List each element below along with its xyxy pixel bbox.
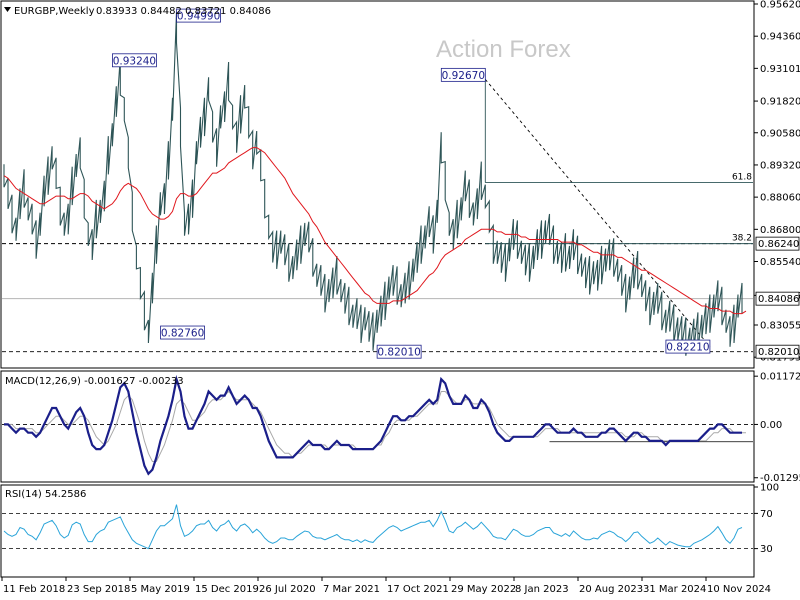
annotation-box [160,325,205,340]
annotation-label: 0.94990 [177,11,220,23]
annotation-label: 0.92670 [442,70,485,82]
watermark: Action Forex [436,36,571,63]
annotation-label: 0.82210 [666,342,709,354]
annotation-box [376,344,422,359]
rsi-tick-label: 30 [760,544,773,555]
rsi-tick-label: 100 [760,483,779,494]
price-badge-label: 0.86240 [758,239,799,250]
price-badge-label: 0.82010 [758,347,799,358]
annotation-box [112,53,157,68]
rsi-panel-frame [0,484,755,578]
price-axis: 0.95620 0.94360 0.93101 0.91820 0.90580 0.893… [754,0,800,364]
price-tick-label: 0.95620 [760,0,800,11]
chart-symbol: EURGBP,Weekly [14,6,95,17]
price-tick-label: 0.94360 [760,32,800,43]
price-tick-label: 0.85540 [760,257,800,268]
collapse-triangle-icon[interactable] [4,7,11,12]
price-badge [755,344,800,359]
price-series-line [3,12,743,356]
rsi-line [3,504,743,550]
x-tick-label: 7 Mar 2021 [323,584,380,595]
rsi-axis: 100 70 30 [2,483,779,555]
x-tick-label: 10 Nov 2024 [707,584,771,595]
macd-tick-label: -0.012951 [760,473,800,484]
price-badge-label: 0.84086 [758,294,799,305]
price-tick-label: 0.89320 [760,160,800,171]
macd-label: MACD(12,26,9) -0.001627 -0.00233 [5,376,184,387]
macd-axis: 0.011727 0.00 -0.012951 [754,372,800,484]
price-badges: 0.86240 0.84086 0.82010 [755,236,800,359]
price-tick-label: 0.88060 [760,193,800,204]
chart-ohlc: 0.83933 0.84482 0.83721 0.84086 [96,6,271,17]
x-tick-label: 23 Sep 2018 [67,584,130,595]
x-axis-labels: 11 Feb 2018 23 Sep 2018 5 May 2019 15 Dec 2… [1,577,771,595]
moving-average-line [3,147,747,315]
price-tick-label: 0.93101 [760,64,800,75]
price-badge [755,236,800,251]
macd-line [4,374,742,476]
macd-tick-label: 0.00 [760,420,782,431]
price-tick-label: 0.91820 [760,97,800,108]
rsi-tick-label: 70 [760,509,773,520]
annotation-label: 0.82010 [377,347,420,359]
x-tick-label: 5 May 2019 [131,584,190,595]
fib-trendline [484,79,711,347]
x-tick-label: 17 Oct 2021 [387,584,449,595]
x-tick-label: 11 Feb 2018 [3,584,65,595]
macd-panel-frame [0,370,755,483]
x-tick-label: 20 Aug 2023 [579,584,643,595]
price-tick-label: 0.83055 [760,320,800,331]
x-tick-label: 31 Mar 2024 [643,584,706,595]
x-tick-label: 26 Jul 2020 [259,584,316,595]
annotation-label: 0.93240 [113,55,156,67]
annotation-box [665,339,711,354]
rsi-label: RSI(14) 54.2586 [5,489,86,500]
annotation-label: 0.82760 [161,328,204,340]
fib-38-2-label: 38.2 [732,234,752,244]
x-tick-label: 29 May 2022 [451,584,516,595]
fib-61-8-label: 61.8 [732,173,752,183]
annotation-box [440,67,486,82]
price-annotations: 0.93240 0.94990 0.82760 0.92670 0.82010 0.822… [112,8,711,359]
price-tick-label: 0.86800 [760,225,800,236]
annotation-box [176,8,221,23]
macd-tick-label: 0.011727 [760,372,800,383]
price-badge [755,291,800,306]
price-tick-label: 0.90580 [760,128,800,139]
x-tick-label: 15 Dec 2019 [195,584,259,595]
x-tick-label: 8 Jan 2023 [515,584,569,595]
